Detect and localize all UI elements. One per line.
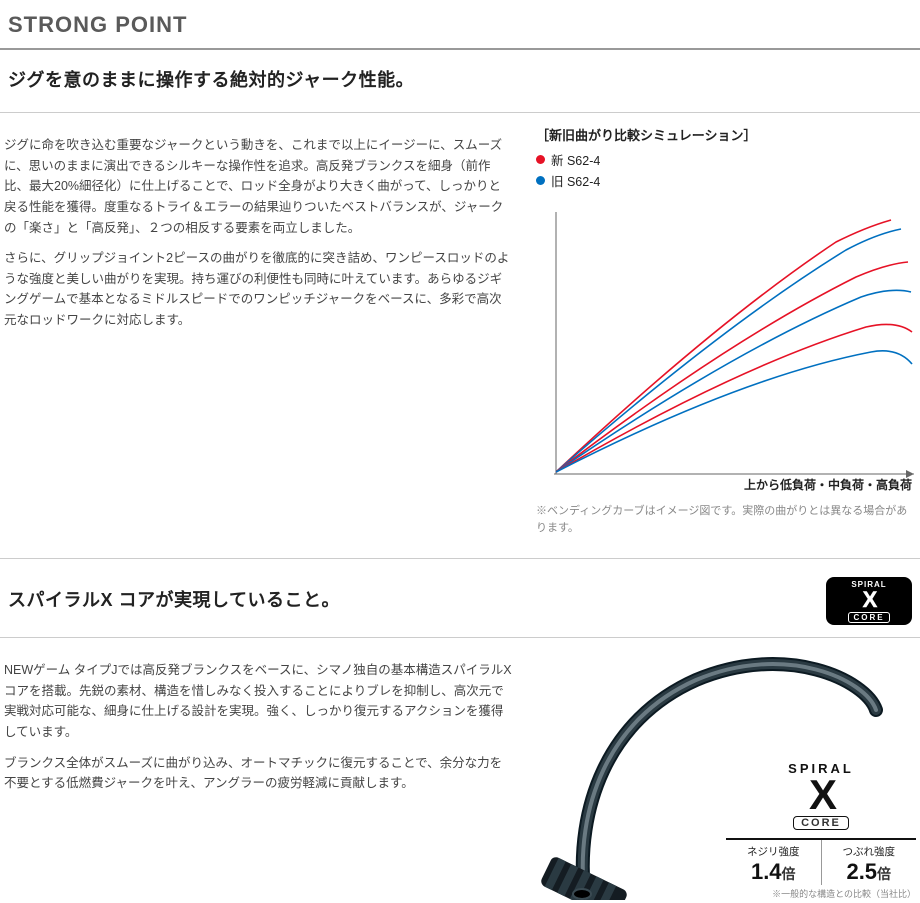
bending-curve [556, 262, 908, 472]
badge-core: CORE [848, 612, 889, 623]
bending-chart-svg [536, 192, 916, 492]
spiral-x-core-badge: SPIRAL X CORE [826, 577, 912, 625]
bending-curve [556, 351, 912, 472]
section1-heading: ジグを意のままに操作する絶対的ジャーク性能。 [0, 62, 920, 100]
divider [0, 112, 920, 113]
stats-twist-value: 1.4 [751, 859, 782, 884]
legend-dot-blue-icon [536, 176, 545, 185]
stats-cell-twist: ネジリ強度 1.4倍 [726, 840, 821, 885]
divider [0, 558, 920, 559]
rod-figure: SPIRAL X CORE ネジリ強度 1.4倍 つぶれ強度 2.5倍 ※一般的… [536, 650, 916, 900]
rod-figure-col: SPIRAL X CORE ネジリ強度 1.4倍 つぶれ強度 2.5倍 ※一般的… [536, 650, 916, 900]
section2-para2: ブランクス全体がスムーズに曲がり込み、オートマチックに復元することで、余分な力を… [4, 753, 512, 794]
section1-para1: ジグに命を吹き込む重要なジャークという動きを、これまで以上にイージーに、スムーズ… [4, 135, 512, 238]
divider [0, 48, 920, 50]
stats-footnote: ※一般的な構造との比較（当社比） [726, 887, 916, 900]
section2-text-col: NEWゲーム タイプJでは高反発ブランクスをベースに、シマノ独自の基本構造スパイ… [4, 650, 512, 900]
legend-old-label: 旧 S62-4 [551, 171, 600, 190]
stats-twist-unit: 倍 [782, 866, 796, 882]
stats-crush-value: 2.5 [846, 859, 877, 884]
bending-chart: 上から低負荷・中負荷・高負荷 [536, 192, 916, 495]
legend-new: 新 S62-4 [536, 150, 916, 169]
stats-logo-core: CORE [793, 816, 849, 830]
section2-header-row: スパイラルX コアが実現していること。 SPIRAL X CORE [0, 571, 920, 625]
divider [0, 637, 920, 638]
stats-block: SPIRAL X CORE ネジリ強度 1.4倍 つぶれ強度 2.5倍 ※一般的… [726, 761, 916, 900]
chart-axis-caption: 上から低負荷・中負荷・高負荷 [744, 476, 912, 493]
chart-footnote: ※ベンディングカーブはイメージ図です。実際の曲がりとは異なる場合があります。 [536, 503, 916, 536]
stats-logo-x-icon: X [726, 776, 916, 814]
chart-title: ［新旧曲がり比較シミュレーション］ [536, 125, 916, 144]
section2-body: NEWゲーム タイプJでは高反発ブランクスをベースに、シマノ独自の基本構造スパイ… [0, 650, 920, 900]
stats-crush-label: つぶれ強度 [822, 844, 917, 859]
legend-new-label: 新 S62-4 [551, 150, 600, 169]
section1-para2: さらに、グリップジョイント2ピースの曲がりを徹底的に突き詰め、ワンピースロッドの… [4, 248, 512, 331]
section2-para1: NEWゲーム タイプJでは高反発ブランクスをベースに、シマノ独自の基本構造スパイ… [4, 660, 512, 743]
stats-cell-crush: つぶれ強度 2.5倍 [821, 840, 917, 885]
bending-chart-col: ［新旧曲がり比較シミュレーション］ 新 S62-4 旧 S62-4 上から低負荷… [536, 125, 916, 536]
page-title: STRONG POINT [0, 0, 920, 48]
legend-dot-red-icon [536, 155, 545, 164]
legend-old: 旧 S62-4 [536, 171, 916, 190]
rod-tube-end-icon [573, 889, 591, 899]
stats-crush-unit: 倍 [877, 866, 891, 882]
section1-body: ジグに命を吹き込む重要なジャークという動きを、これまで以上にイージーに、スムーズ… [0, 125, 920, 536]
badge-x-icon: X [863, 589, 876, 611]
section1-text-col: ジグに命を吹き込む重要なジャークという動きを、これまで以上にイージーに、スムーズ… [4, 125, 512, 536]
stats-twist-label: ネジリ強度 [726, 844, 821, 859]
section2-heading: スパイラルX コアが実現していること。 [8, 582, 348, 620]
